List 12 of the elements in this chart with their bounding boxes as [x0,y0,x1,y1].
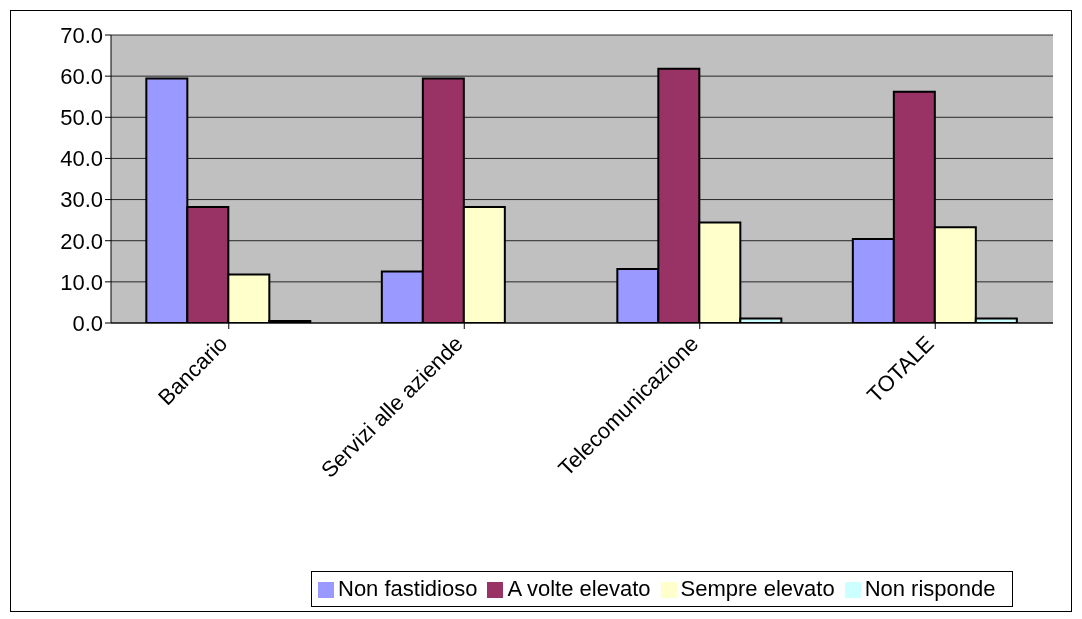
y-tick-label: 30.0 [60,187,103,213]
y-tick-label: 50.0 [60,105,103,131]
y-tick-label: 60.0 [60,63,103,89]
legend-label: Non risponde [864,576,996,601]
legend-label: A volte elevato [507,576,651,601]
y-tick-label: 20.0 [60,228,103,254]
y-tick-label: 40.0 [60,146,103,172]
y-tick-label: 10.0 [60,269,103,295]
legend-label: Non fastidioso [338,576,478,601]
legend-label: Sempre elevato [680,576,835,601]
y-tick-label: 70.0 [60,22,103,48]
y-tick-label: 0.0 [72,310,103,336]
